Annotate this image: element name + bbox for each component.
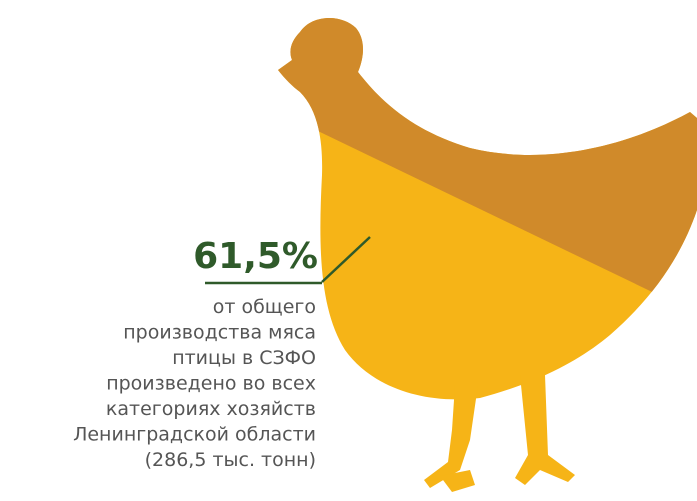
description: от общего производства мяса птицы в СЗФО пр… bbox=[73, 296, 316, 471]
description-line: Ленинградской области bbox=[73, 424, 316, 446]
hen-body bbox=[270, 0, 697, 420]
description-line: от общего bbox=[213, 296, 316, 318]
description-line: птицы в СЗФО bbox=[172, 347, 316, 369]
infographic: 61,5% от общего производства мяса птицы в … bbox=[0, 0, 697, 501]
description-line: производства мяса bbox=[123, 322, 316, 344]
description-line: (286,5 тыс. тонн) bbox=[145, 449, 316, 471]
headline: 61,5% bbox=[193, 236, 318, 277]
description-line: произведено во всех bbox=[106, 373, 316, 395]
description-line: категориях хозяйств bbox=[106, 398, 316, 420]
